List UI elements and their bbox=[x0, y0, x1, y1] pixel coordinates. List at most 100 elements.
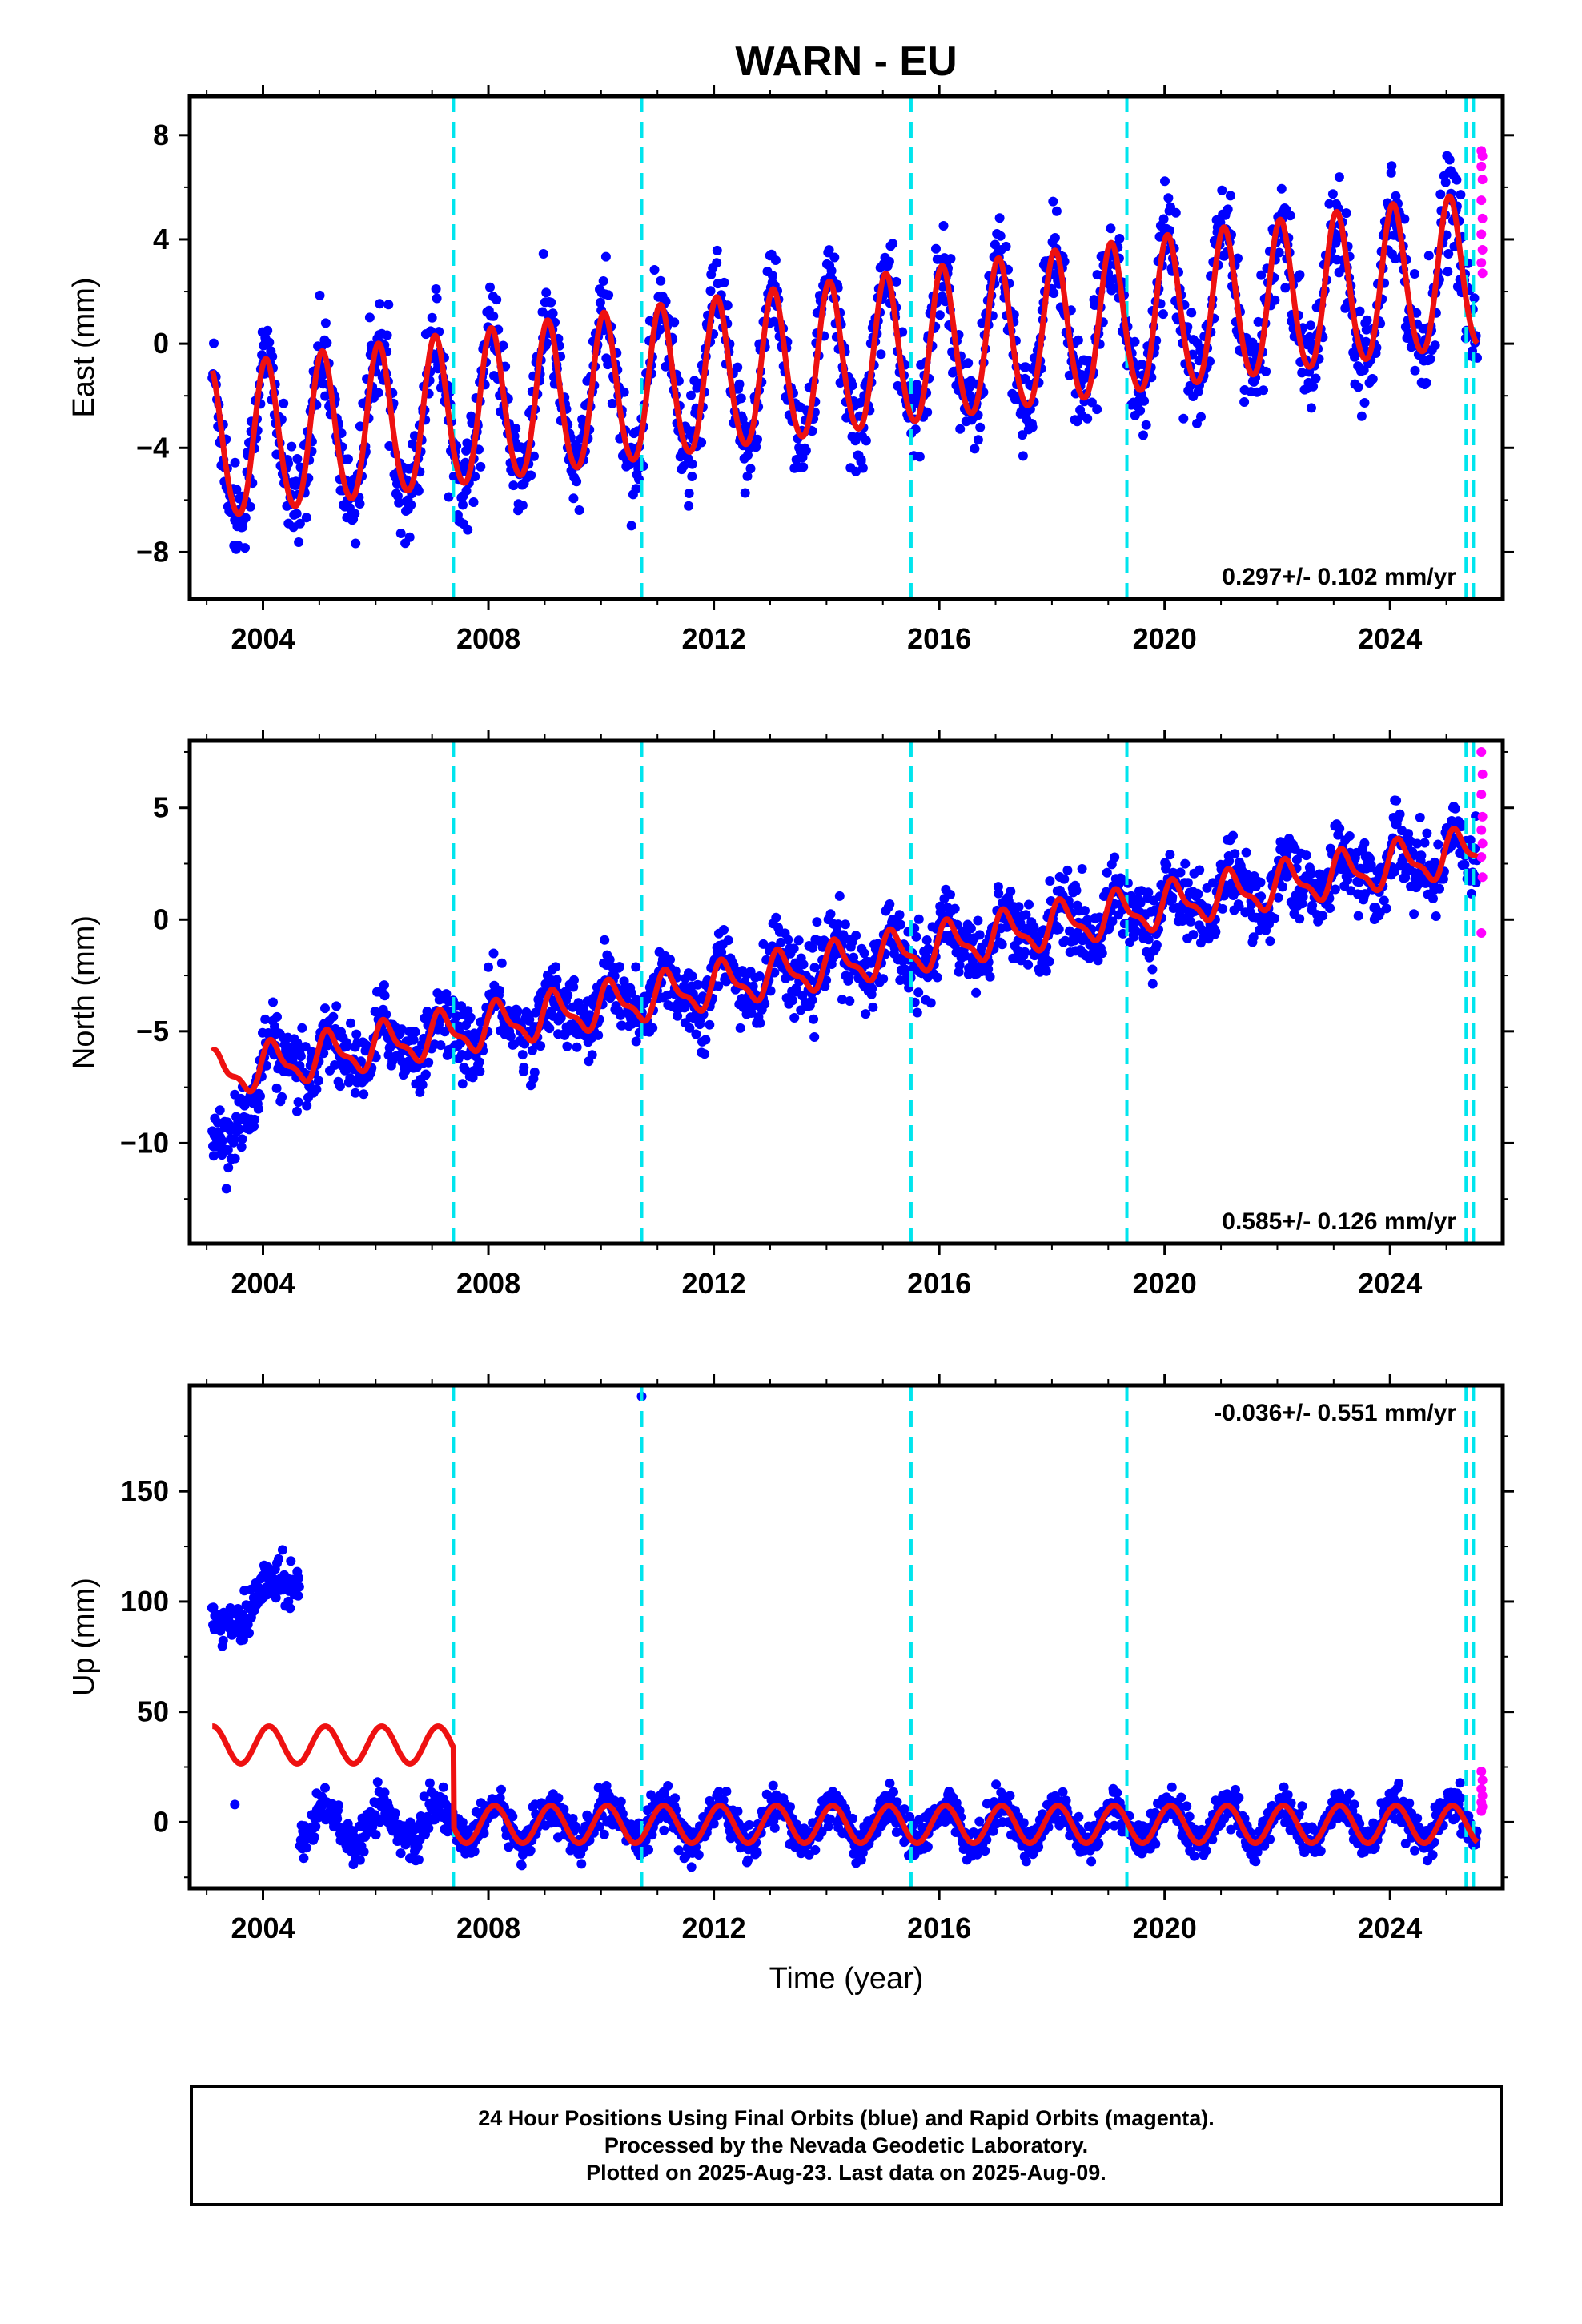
final-orbit-point bbox=[1443, 249, 1454, 259]
final-orbit-point bbox=[685, 1023, 695, 1033]
y-tick-label: 0 bbox=[153, 903, 169, 935]
final-orbit-point bbox=[1355, 306, 1365, 316]
final-orbit-point bbox=[810, 1845, 821, 1855]
final-orbit-point bbox=[911, 931, 921, 942]
final-orbit-point bbox=[328, 1011, 339, 1022]
final-orbit-point bbox=[1450, 803, 1460, 814]
final-orbit-point bbox=[878, 974, 889, 984]
final-orbit-point bbox=[1359, 398, 1370, 408]
final-orbit-point bbox=[649, 265, 660, 275]
final-orbit-point bbox=[294, 1573, 303, 1583]
final-orbit-point bbox=[512, 1006, 523, 1016]
final-orbit-point bbox=[1186, 916, 1196, 927]
final-orbit-point bbox=[1261, 366, 1271, 376]
final-orbit-point bbox=[384, 441, 395, 451]
final-orbit-point bbox=[1435, 883, 1444, 894]
final-orbit-point bbox=[789, 943, 799, 954]
final-orbit-point bbox=[910, 424, 921, 435]
final-orbit-point bbox=[914, 452, 925, 462]
final-orbit-point bbox=[311, 1821, 321, 1831]
final-orbit-point bbox=[1325, 903, 1335, 913]
final-orbit-point bbox=[1092, 404, 1102, 415]
final-orbit-point bbox=[457, 1079, 468, 1089]
final-orbit-point bbox=[1307, 403, 1316, 413]
final-orbit-point bbox=[798, 959, 809, 970]
final-orbit-point bbox=[1147, 964, 1158, 975]
final-orbit-point bbox=[1334, 172, 1344, 183]
final-orbit-point bbox=[396, 1024, 407, 1035]
final-orbit-point bbox=[302, 1100, 312, 1111]
final-orbit-point bbox=[912, 1007, 922, 1018]
final-orbit-point bbox=[488, 311, 499, 321]
final-orbit-point bbox=[1469, 293, 1480, 304]
final-orbit-point bbox=[994, 213, 1005, 223]
final-orbit-point bbox=[345, 1073, 355, 1084]
final-orbit-point bbox=[1230, 849, 1240, 859]
x-tick-label: 2024 bbox=[1358, 1267, 1422, 1300]
final-orbit-point bbox=[1265, 936, 1275, 947]
final-orbit-point bbox=[1276, 183, 1287, 194]
model-curve bbox=[209, 193, 1480, 517]
final-orbit-point bbox=[587, 1050, 597, 1060]
final-orbit-point bbox=[519, 1063, 529, 1072]
final-orbit-point bbox=[946, 254, 956, 264]
final-orbit-point bbox=[693, 1850, 704, 1860]
final-orbit-point bbox=[379, 1787, 390, 1798]
final-orbit-point bbox=[808, 943, 817, 953]
final-orbit-point bbox=[856, 455, 866, 465]
rapid-orbit-point bbox=[1477, 268, 1488, 279]
final-orbit-point bbox=[701, 1035, 711, 1045]
final-orbit-point bbox=[272, 1011, 282, 1022]
y-axis-label: East (mm) bbox=[67, 277, 101, 417]
final-orbit-point bbox=[546, 297, 556, 308]
final-orbit-point bbox=[1086, 397, 1097, 408]
rapid-orbit-point bbox=[1476, 825, 1487, 835]
final-orbit-point bbox=[274, 1554, 283, 1564]
final-orbit-point bbox=[705, 286, 716, 296]
final-orbit-point bbox=[294, 1582, 304, 1592]
final-orbit-point bbox=[1386, 167, 1396, 178]
final-orbit-point bbox=[974, 930, 985, 940]
final-orbit-point bbox=[687, 472, 697, 481]
final-orbit-point bbox=[809, 1032, 820, 1042]
final-orbit-point bbox=[525, 1845, 536, 1856]
final-orbit-point bbox=[498, 340, 508, 351]
final-orbit-point bbox=[1367, 374, 1378, 384]
final-orbit-point bbox=[1228, 830, 1238, 841]
final-orbit-point bbox=[294, 537, 304, 547]
rapid-orbit-point bbox=[1476, 789, 1487, 799]
final-orbit-point bbox=[372, 1777, 383, 1787]
rate-annotation: 0.585+/- 0.126 mm/yr bbox=[1222, 1208, 1456, 1235]
final-orbit-point bbox=[271, 1083, 282, 1093]
final-orbit-point bbox=[736, 393, 746, 404]
final-orbit-point bbox=[679, 461, 689, 471]
final-orbit-point bbox=[1151, 940, 1162, 950]
final-orbit-point bbox=[287, 441, 297, 452]
final-orbit-point bbox=[670, 1793, 681, 1803]
final-orbit-point bbox=[1318, 911, 1328, 921]
final-orbit-point bbox=[468, 497, 479, 507]
final-orbit-point bbox=[424, 1057, 434, 1068]
final-orbit-point bbox=[427, 312, 437, 323]
final-orbit-point bbox=[485, 282, 495, 292]
final-orbit-point bbox=[1311, 373, 1321, 384]
final-orbit-point bbox=[598, 276, 608, 286]
final-orbit-point bbox=[406, 500, 416, 510]
final-orbit-point bbox=[215, 1105, 225, 1116]
final-orbit-point bbox=[488, 948, 499, 959]
final-orbit-point bbox=[1048, 196, 1058, 207]
final-orbit-point bbox=[844, 971, 854, 982]
final-orbit-point bbox=[496, 958, 507, 968]
final-orbit-point bbox=[516, 1860, 527, 1871]
final-orbit-point bbox=[264, 337, 275, 348]
final-orbit-point bbox=[655, 324, 665, 335]
final-orbit-point bbox=[541, 287, 552, 298]
final-orbit-point bbox=[1049, 288, 1059, 299]
final-orbit-point bbox=[1270, 295, 1280, 305]
final-orbit-point bbox=[700, 1049, 710, 1059]
final-orbit-point bbox=[1020, 947, 1030, 957]
final-orbit-point bbox=[837, 995, 847, 1005]
final-orbit-point bbox=[444, 492, 454, 502]
